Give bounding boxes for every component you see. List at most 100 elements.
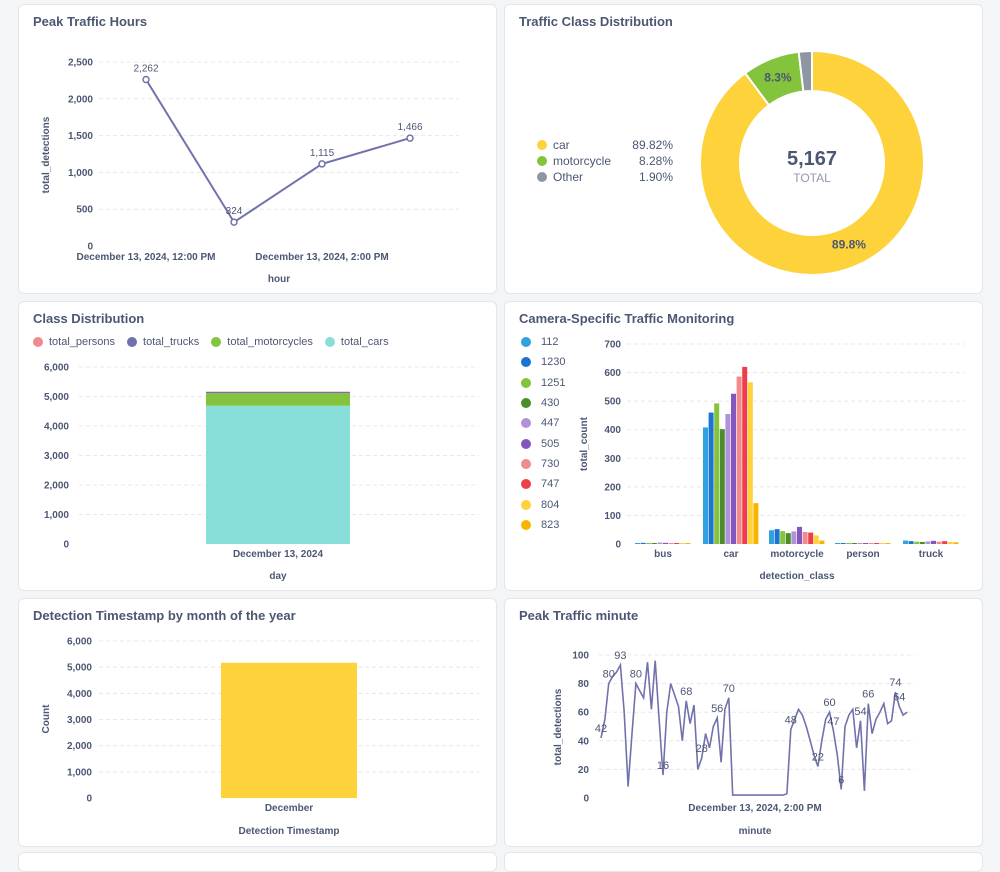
y-tick-label: 6,000: [44, 363, 69, 374]
bar: [925, 541, 930, 544]
y-tick-label: 1,000: [67, 767, 92, 778]
y-tick-label: 400: [604, 425, 621, 436]
bar: [769, 530, 774, 544]
bar: [914, 542, 919, 544]
data-label: 48: [785, 714, 797, 726]
data-label: 56: [711, 703, 723, 715]
bar: [803, 532, 808, 544]
bar: [731, 394, 736, 544]
y-axis-label: Count: [41, 704, 52, 734]
data-point: [319, 161, 325, 167]
data-point: [231, 219, 237, 225]
data-label: 324: [226, 206, 243, 217]
bar: [737, 377, 742, 544]
minute-chart: 0204060801004280938016682856704822604765…: [505, 599, 983, 847]
data-label: 68: [680, 686, 692, 698]
data-label: 60: [823, 697, 835, 709]
bar: [674, 543, 679, 544]
y-axis-label: total_count: [579, 416, 590, 471]
y-tick-label: 200: [604, 482, 621, 493]
y-tick-label: 4,000: [44, 422, 69, 433]
y-tick-label: 2,000: [68, 94, 93, 105]
bar: [797, 527, 802, 544]
bar: [221, 663, 357, 798]
x-axis-label: hour: [268, 274, 290, 285]
bar: [857, 543, 862, 544]
data-point: [407, 135, 413, 141]
y-tick-label: 5,000: [67, 663, 92, 674]
x-tick-label: December 13, 2024, 2:00 PM: [688, 803, 821, 814]
y-tick-label: 0: [615, 540, 621, 551]
data-label: 47: [827, 716, 839, 728]
bar: [714, 403, 719, 544]
bar: [863, 543, 868, 544]
y-tick-label: 80: [578, 679, 590, 690]
bar: [942, 541, 947, 544]
data-label: 54: [854, 706, 866, 718]
card-partial-left: [18, 852, 497, 872]
bar: [920, 542, 925, 544]
bar: [748, 382, 753, 544]
donut-total: 5,167: [787, 148, 837, 170]
bar: [685, 543, 690, 544]
y-tick-label: 2,000: [44, 481, 69, 492]
y-tick-label: 2,000: [67, 741, 92, 752]
x-axis-label: minute: [739, 826, 772, 837]
x-axis-label: day: [269, 571, 287, 582]
bar: [680, 543, 685, 544]
series-line: [601, 661, 907, 795]
y-tick-label: 600: [604, 368, 621, 379]
bar: [646, 543, 651, 544]
y-tick-label: 0: [87, 242, 93, 253]
data-label: 80: [603, 669, 615, 681]
y-tick-label: 6,000: [67, 637, 92, 648]
y-axis-label: total_detections: [553, 688, 564, 765]
y-tick-label: 4,000: [67, 689, 92, 700]
bar: [641, 543, 646, 544]
bar: [852, 543, 857, 544]
bar: [869, 543, 874, 544]
bar: [819, 541, 824, 544]
bar: [709, 413, 714, 544]
card-partial-right: [504, 852, 983, 872]
y-tick-label: 0: [583, 794, 589, 805]
bar: [635, 543, 640, 544]
x-tick-label: December: [265, 803, 313, 814]
y-tick-label: 300: [604, 454, 621, 465]
x-tick-label: person: [846, 549, 879, 560]
data-label: 93: [614, 650, 626, 662]
bar: [663, 543, 668, 544]
bar: [880, 543, 885, 544]
y-tick-label: 500: [76, 205, 93, 216]
y-axis-label: total_detections: [41, 116, 52, 193]
x-axis-label: detection_class: [759, 571, 834, 582]
y-tick-label: 60: [578, 708, 590, 719]
x-tick-label: car: [723, 549, 738, 560]
x-tick-label: bus: [654, 549, 672, 560]
bar: [669, 543, 674, 544]
y-tick-label: 20: [578, 765, 590, 776]
timestamp-chart: 01,0002,0003,0004,0005,0006,000DecemberD…: [19, 599, 497, 847]
data-label: 74: [889, 677, 901, 689]
slice-label: 8.3%: [764, 71, 792, 85]
series-line: [146, 80, 410, 223]
class-stack-chart: 01,0002,0003,0004,0005,0006,000December …: [19, 302, 497, 591]
bar: [652, 543, 657, 544]
card-detection-timestamp: Detection Timestamp by month of the year…: [18, 598, 497, 847]
x-tick-label: truck: [919, 549, 944, 560]
data-label: 1,466: [397, 122, 422, 133]
y-tick-label: 0: [63, 540, 69, 551]
bar: [791, 531, 796, 544]
x-tick-label: motorcycle: [770, 549, 824, 560]
x-tick-label: December 13, 2024, 2:00 PM: [255, 252, 388, 263]
bar: [753, 503, 758, 544]
y-tick-label: 3,000: [67, 715, 92, 726]
data-label: 6: [838, 774, 844, 786]
bar: [725, 414, 730, 544]
y-tick-label: 3,000: [44, 451, 69, 462]
data-label: 22: [812, 752, 824, 764]
data-label: 2,262: [133, 64, 158, 75]
bar: [780, 531, 785, 544]
